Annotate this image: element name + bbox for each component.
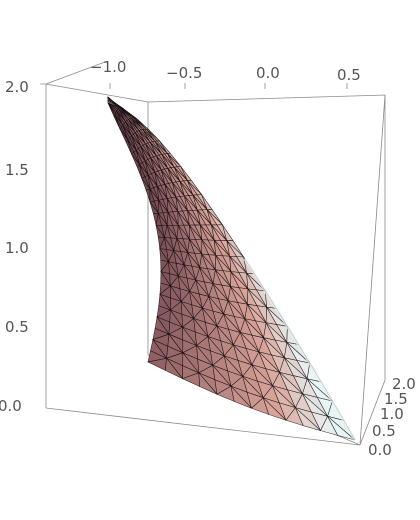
z-tick-label: 0.5 [5,318,29,336]
x-tick-label: −0.5 [166,64,202,82]
y-tick-label: 0.5 [372,422,396,440]
mesh-triangle [327,416,356,441]
y-tick-label: 1.5 [384,390,408,408]
z-tick-label: 0.0 [0,397,22,415]
surface-highlight-rim [243,257,357,441]
y-tick-label: 1.0 [380,405,404,423]
mesh-triangle [262,397,287,421]
y-axis: 2.0 1.5 1.0 0.5 0.0 [368,375,416,459]
x-tick-label: 0.5 [337,66,361,84]
mesh-triangle [164,357,183,379]
mesh-triangle [295,407,321,431]
mesh-triangle [230,385,252,409]
surface-mesh [107,96,357,441]
x-tick-label: −1.0 [90,58,126,76]
x-tick-label: 0.0 [256,64,280,82]
y-tick-label: 0.0 [368,441,392,459]
z-tick-label: 2.0 [5,78,29,96]
mesh-triangle [198,372,218,395]
x-axis: −1.0 −0.5 0.0 0.5 [90,58,361,89]
z-tick-label: 1.5 [5,161,29,179]
z-tick-label: 1.0 [5,239,29,257]
y-tick-label: 2.0 [392,375,416,393]
box-front-edges [45,61,386,446]
z-axis: 2.0 1.5 1.0 0.5 0.0 [0,78,29,415]
